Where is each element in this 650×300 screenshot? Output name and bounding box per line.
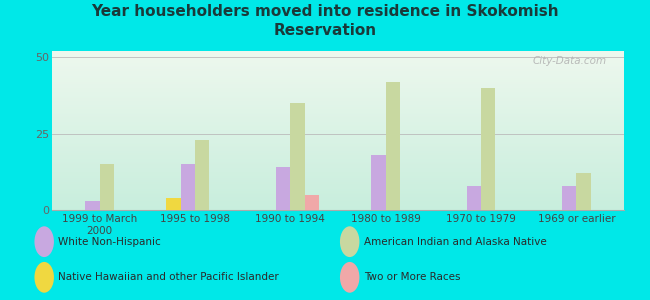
Text: City-Data.com: City-Data.com <box>533 56 607 66</box>
Bar <box>166 198 181 210</box>
Text: Year householders moved into residence in Skokomish
Reservation: Year householders moved into residence i… <box>91 4 559 38</box>
Bar <box>371 155 385 210</box>
Bar <box>85 201 99 210</box>
Bar <box>305 195 319 210</box>
Bar <box>276 167 291 210</box>
Bar <box>467 185 481 210</box>
Bar <box>481 88 495 210</box>
Bar <box>577 173 591 210</box>
Text: American Indian and Alaska Native: American Indian and Alaska Native <box>364 237 547 247</box>
Bar <box>385 82 400 210</box>
Ellipse shape <box>340 226 359 257</box>
Ellipse shape <box>34 262 54 293</box>
Ellipse shape <box>340 262 359 293</box>
Bar <box>291 103 305 210</box>
Text: Native Hawaiian and other Pacific Islander: Native Hawaiian and other Pacific Island… <box>58 272 280 282</box>
Text: White Non-Hispanic: White Non-Hispanic <box>58 237 161 247</box>
Ellipse shape <box>34 226 54 257</box>
Bar <box>195 140 209 210</box>
Bar <box>181 164 195 210</box>
Bar <box>562 185 577 210</box>
Text: Two or More Races: Two or More Races <box>364 272 460 282</box>
Bar <box>99 164 114 210</box>
